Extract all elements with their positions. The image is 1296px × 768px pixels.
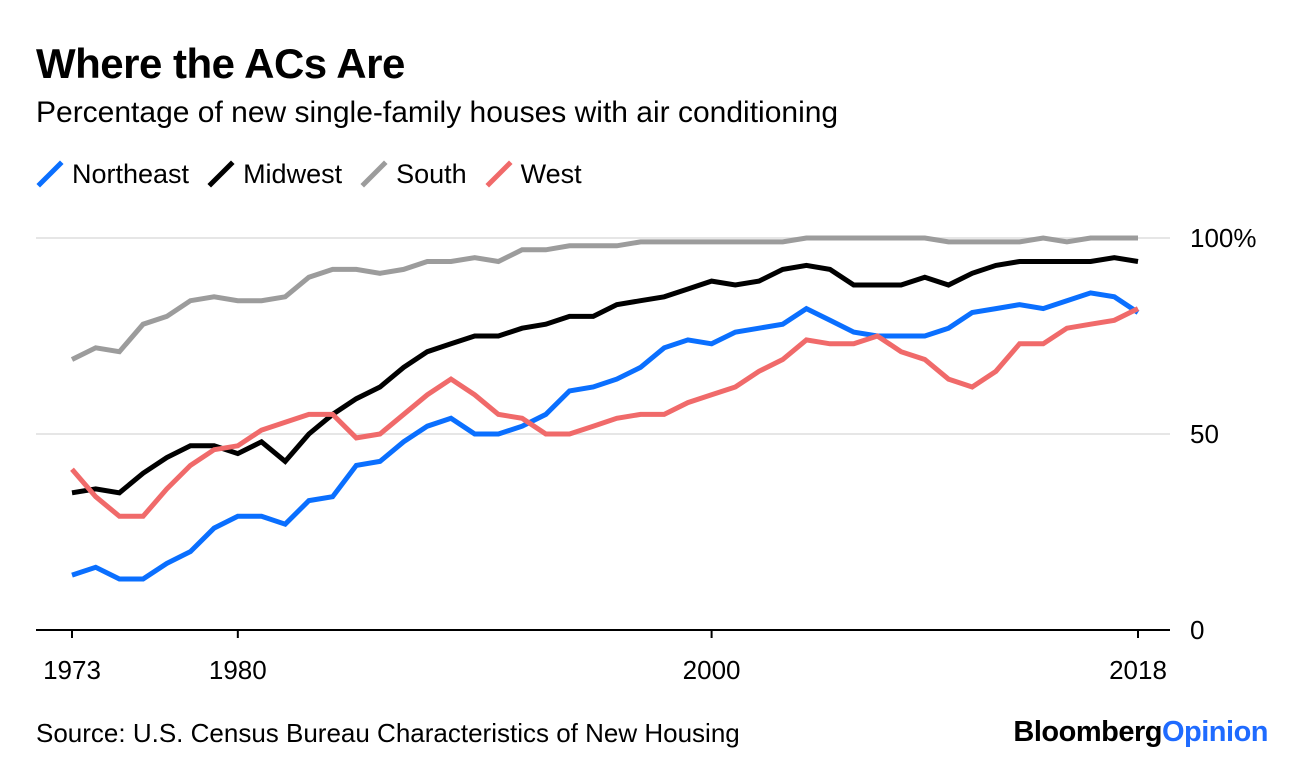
chart-subtitle: Percentage of new single-family houses w… xyxy=(36,96,839,129)
legend-swatch-northeast xyxy=(36,160,64,188)
x-tick-label-1973: 1973 xyxy=(43,655,101,685)
y-tick-label-0: 0 xyxy=(1190,615,1204,645)
series-line-south xyxy=(70,235,1138,362)
legend-label-west: West xyxy=(520,158,582,189)
legend-item-midwest: Midwest xyxy=(207,159,342,190)
legend-label-south: South xyxy=(396,158,467,189)
y-tick-label-100: 100% xyxy=(1190,223,1257,253)
legend-item-west: West xyxy=(485,159,582,190)
brand-part1: Bloomberg xyxy=(1013,716,1162,748)
legend-label-midwest: Midwest xyxy=(243,158,343,189)
legend-item-northeast: Northeast xyxy=(36,159,189,190)
legend-item-south: South xyxy=(360,159,467,190)
y-tick-label-50: 50 xyxy=(1190,419,1219,449)
legend: Northeast Midwest South West xyxy=(36,156,600,192)
brand-part2: Opinion xyxy=(1161,716,1269,748)
legend-label-northeast: Northeast xyxy=(72,158,190,189)
legend-swatch-west xyxy=(485,160,513,188)
series-line-midwest xyxy=(71,255,1139,496)
legend-swatch-south xyxy=(360,160,388,188)
x-tick-label-2000: 2000 xyxy=(683,655,741,685)
series-line-northeast xyxy=(71,290,1140,582)
x-tick-label-2018: 2018 xyxy=(1109,655,1167,685)
source-note: Source: U.S. Census Bureau Characteristi… xyxy=(36,718,740,748)
legend-swatch-midwest xyxy=(207,160,235,188)
bloomberg-opinion-logo: BloombergOpinion xyxy=(1013,716,1268,749)
chart-title: Where the ACs Are xyxy=(36,40,405,87)
series-line-west xyxy=(70,306,1140,519)
x-tick-label-1980: 1980 xyxy=(209,655,267,685)
